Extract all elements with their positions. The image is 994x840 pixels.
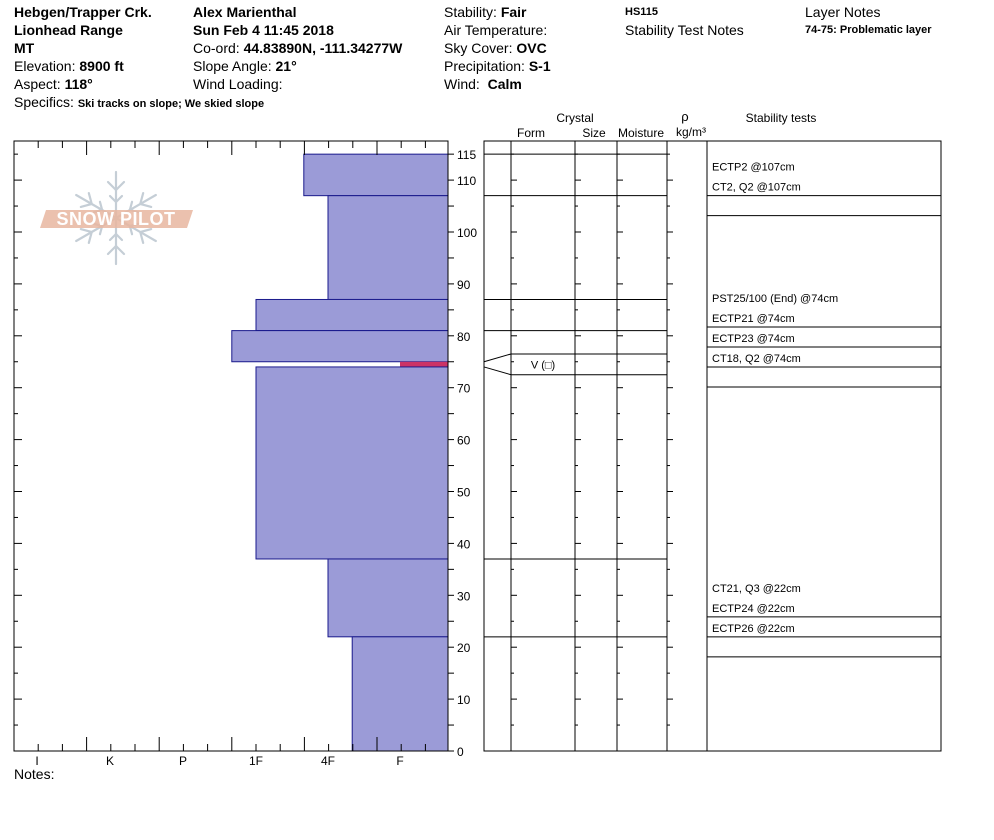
header-observer-block: Alex Marienthal Sun Feb 4 11:45 2018 Co-…	[193, 3, 402, 93]
hardness-layer-bar-2	[255, 298, 449, 332]
sky-value: OVC	[516, 40, 547, 56]
hardness-layer-bar-7	[351, 636, 449, 752]
layer-note: 74-75: Problematic layer	[805, 24, 932, 36]
density-unit-header: kg/m³	[676, 125, 706, 139]
hardness-layer-bar-1	[327, 195, 449, 300]
aspect-value: 118°	[64, 76, 93, 92]
hardness-layer-bar-5	[255, 366, 449, 560]
coord-value: 44.83890N, -111.34277W	[243, 40, 403, 56]
y-tick-label-20: 20	[457, 641, 471, 655]
stability-test-label-5: ECTP23 @74cm	[712, 333, 795, 345]
stability-row: Stability: Fair	[444, 3, 551, 21]
layer-notes-label: Layer Notes	[805, 4, 881, 20]
observer-name: Alex Marienthal	[193, 4, 297, 20]
profile-plot-frame	[13, 140, 449, 752]
wind-value: Calm	[487, 76, 522, 92]
stability-test-label-2: ECTP26 @22cm	[712, 623, 795, 635]
sky-row: Sky Cover: OVC	[444, 39, 551, 57]
slope-row: Slope Angle: 21°	[193, 57, 402, 75]
y-tick-label-60: 60	[457, 434, 471, 448]
elevation-value: 8900 ft	[79, 58, 124, 74]
stability-test-label-7: ECTP2 @107cm	[712, 162, 795, 174]
stability-test-label-4: ECTP21 @74cm	[712, 313, 795, 325]
hardness-layer-bar-3	[231, 330, 449, 363]
hs-value: HS115	[625, 6, 659, 18]
elevation-label: Elevation:	[14, 58, 76, 74]
x-tick-label-1F: 1F	[249, 754, 263, 768]
connector-line-4	[483, 353, 512, 363]
precip-label: Precipitation:	[444, 58, 525, 74]
hardness-layer-bar-4	[400, 361, 448, 367]
sky-label: Sky Cover:	[444, 40, 513, 56]
stability-notes-label: Stability Test Notes	[625, 22, 744, 38]
header-hs-block: HS115 Stability Test Notes	[625, 3, 744, 39]
observation-datetime: Sun Feb 4 11:45 2018	[193, 22, 334, 38]
wind-label: Wind:	[444, 76, 480, 92]
specifics-value: Ski tracks on slope; We skied slope	[77, 98, 265, 110]
crystal-table-frame	[483, 140, 942, 752]
stability-test-label-6: CT18, Q2 @74cm	[712, 353, 801, 365]
stability-tests-header: Stability tests	[746, 111, 817, 125]
wind-row: Wind: Calm	[444, 75, 551, 93]
stability-test-label-0: CT21, Q3 @22cm	[712, 583, 801, 595]
y-tick-label-50: 50	[457, 486, 471, 500]
y-tick-label-30: 30	[457, 589, 471, 603]
x-tick-label-4F: 4F	[321, 754, 335, 768]
x-tick-label-K: K	[106, 754, 114, 768]
aspect-label: Aspect:	[14, 76, 61, 92]
grain-form-label-0: V (□)	[531, 359, 555, 371]
x-tick-label-F: F	[396, 754, 403, 768]
y-tick-label-0: 0	[457, 745, 464, 759]
hardness-layer-bar-6	[327, 558, 449, 638]
y-tick-label-115: 115	[457, 148, 476, 162]
specifics-label: Specifics:	[14, 94, 74, 110]
connector-line-5	[483, 366, 512, 376]
stability-label: Stability:	[444, 4, 497, 20]
wind-loading-label: Wind Loading:	[193, 76, 283, 92]
air-temp-label: Air Temperature:	[444, 22, 548, 38]
state-name: MT	[14, 40, 35, 56]
location-name: Hebgen/Trapper Crk.	[14, 4, 152, 20]
header-location-block: Hebgen/Trapper Crk. Lionhead Range MT El…	[14, 3, 264, 111]
coord-label: Co-ord:	[193, 40, 240, 56]
size-header: Size	[582, 126, 606, 140]
precip-value: S-1	[528, 58, 551, 74]
x-tick-label-I: I	[35, 754, 38, 768]
aspect-row: Aspect: 118°	[14, 75, 264, 93]
precip-row: Precipitation: S-1	[444, 57, 551, 75]
header-conditions-block: Stability: Fair Air Temperature: Sky Cov…	[444, 3, 551, 93]
y-tick-label-90: 90	[457, 278, 471, 292]
notes-label: Notes:	[14, 766, 55, 782]
x-tick-label-P: P	[179, 754, 187, 768]
crystal-header: Crystal	[556, 111, 593, 125]
stability-test-label-1: ECTP24 @22cm	[712, 603, 795, 615]
hardness-layer-bar-0	[303, 153, 449, 197]
moisture-header: Moisture	[618, 126, 664, 140]
coord-row: Co-ord: 44.83890N, -111.34277W	[193, 39, 402, 57]
header-layer-notes-block: Layer Notes 74-75: Problematic layer	[805, 3, 932, 39]
y-tick-label-40: 40	[457, 537, 471, 551]
stability-test-label-8: CT2, Q2 @107cm	[712, 182, 801, 194]
logo-banner	[40, 210, 193, 228]
elevation-row: Elevation: 8900 ft	[14, 57, 264, 75]
slope-label: Slope Angle:	[193, 58, 272, 74]
slope-value: 21°	[275, 58, 297, 74]
y-tick-label-70: 70	[457, 382, 471, 396]
y-tick-label-10: 10	[457, 693, 471, 707]
y-tick-label-80: 80	[457, 330, 471, 344]
stability-value: Fair	[500, 4, 527, 20]
range-name: Lionhead Range	[14, 22, 123, 38]
stability-test-label-3: PST25/100 (End) @74cm	[712, 293, 838, 305]
y-tick-label-100: 100	[457, 226, 477, 240]
specifics-row: Specifics: Ski tracks on slope; We skied…	[14, 93, 264, 111]
rho-header: ρ	[681, 109, 688, 124]
y-tick-label-110: 110	[457, 174, 476, 188]
form-header: Form	[517, 126, 545, 140]
logo-text: SNOW PILOT	[57, 209, 176, 229]
